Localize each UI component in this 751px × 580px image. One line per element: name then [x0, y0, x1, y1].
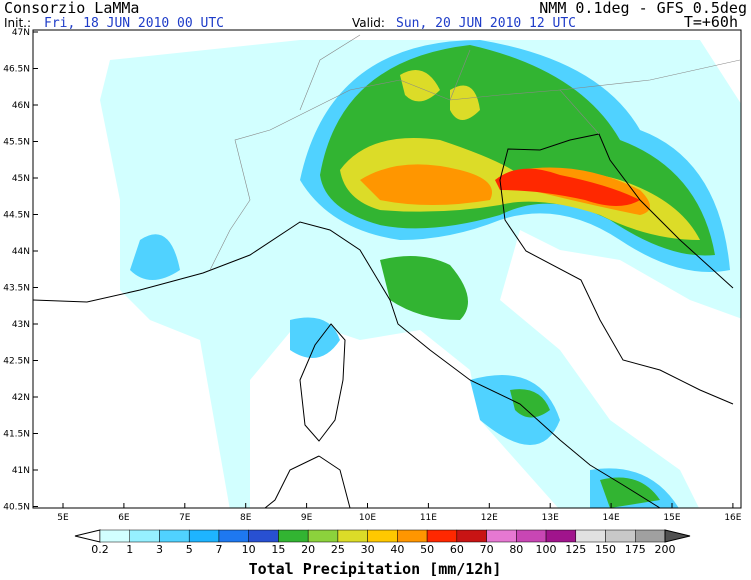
source: Consorzio LaMMa — [4, 0, 139, 17]
colorbar-box — [575, 529, 606, 543]
colorbar-box — [545, 529, 577, 543]
colorbar-label: 125 — [565, 543, 586, 556]
colorbar-label: 40 — [390, 543, 404, 556]
lat-label: 46.5N — [3, 65, 30, 75]
borders — [209, 34, 741, 271]
colorbar-box — [456, 529, 487, 543]
colorbar-box — [337, 529, 368, 543]
colorbar-end — [74, 529, 101, 543]
lat-label: 44N — [12, 247, 30, 257]
colorbar-label: 175 — [625, 543, 646, 556]
colorbar-label: 30 — [361, 543, 375, 556]
lon-label: 5E — [57, 513, 69, 523]
colorbar-title: Total Precipitation [mm/12h] — [249, 560, 502, 578]
lat-label: 41.5N — [3, 430, 30, 440]
lat-label: 46N — [12, 101, 30, 111]
colorbar-label: 60 — [450, 543, 464, 556]
colorbar-label: 80 — [509, 543, 523, 556]
lat-label: 42.5N — [3, 357, 30, 367]
map-frame — [32, 29, 742, 509]
colorbar-box — [486, 529, 517, 543]
lon-label: 14E — [603, 513, 620, 523]
colorbar-box — [516, 529, 547, 543]
colorbar-label: 15 — [271, 543, 285, 556]
coastlines — [33, 133, 734, 508]
lat-label: 41N — [12, 466, 30, 476]
valid-label: Valid: — [352, 16, 385, 30]
lon-label: 15E — [663, 513, 680, 523]
model: NMM 0.1deg - GFS 0.5deg — [539, 0, 747, 17]
colorbar-label: 50 — [420, 543, 434, 556]
lon-label: 9E — [301, 513, 313, 523]
precip-field — [100, 40, 741, 508]
colorbar-box — [635, 529, 666, 543]
lat-label: 44.5N — [3, 211, 30, 221]
colorbar-box — [99, 529, 130, 543]
colorbar-box — [307, 529, 339, 543]
lon-label: 11E — [420, 513, 437, 523]
lead-time: T=+60h — [684, 13, 738, 31]
colorbar-label: 200 — [655, 543, 676, 556]
colorbar-label: 0.2 — [91, 543, 109, 556]
colorbar-box — [278, 529, 309, 543]
lat-label: 45.5N — [3, 138, 30, 148]
colorbar-label: 3 — [156, 543, 163, 556]
colorbar-label: 10 — [242, 543, 256, 556]
colorbar-box — [397, 529, 428, 543]
lat-label: 43.5N — [3, 284, 30, 294]
init-time: Fri, 18 JUN 2010 00 UTC — [44, 16, 224, 31]
colorbar-label: 7 — [215, 543, 222, 556]
colorbar-box — [129, 529, 160, 543]
colorbar-label: 1 — [126, 543, 133, 556]
lon-label: 7E — [179, 513, 191, 523]
colorbar-label: 5 — [186, 543, 193, 556]
colorbar-label: 20 — [301, 543, 315, 556]
colorbar-end — [664, 529, 691, 543]
colorbar-label: 150 — [595, 543, 616, 556]
valid-time: Sun, 20 JUN 2010 12 UTC — [396, 16, 576, 31]
lat-label: 47N — [12, 28, 30, 38]
colorbar-box — [159, 529, 190, 543]
lon-label: 8E — [240, 513, 252, 523]
lon-label: 13E — [542, 513, 559, 523]
colorbar-label: 100 — [536, 543, 557, 556]
colorbar-box — [605, 529, 636, 543]
colorbar-label: 70 — [480, 543, 494, 556]
lon-label: 6E — [118, 513, 130, 523]
lat-label: 40.5N — [3, 503, 30, 513]
colorbar-label: 25 — [331, 543, 345, 556]
axis-labels: 47N 46.5N 46N 45.5N 45N 44.5N 44N 43.5N 43N 42.5N… — [3, 28, 742, 523]
lat-label: 45N — [12, 174, 30, 184]
colorbar-box — [248, 529, 279, 543]
map — [32, 29, 742, 509]
colorbar: 0.2 1 3 5 7 10 15 20 25 30 40 50 60 70 80 100 125 150 175 2… — [74, 529, 691, 556]
lat-label: 42N — [12, 393, 30, 403]
lat-label: 43N — [12, 320, 30, 330]
lon-label: 16E — [724, 513, 741, 523]
colorbar-box — [188, 529, 220, 543]
colorbar-box — [218, 529, 249, 543]
colorbar-box — [367, 529, 398, 543]
lon-label: 12E — [481, 513, 498, 523]
colorbar-box — [426, 529, 458, 543]
init-label: Init.: — [4, 16, 31, 30]
lon-label: 10E — [359, 513, 376, 523]
